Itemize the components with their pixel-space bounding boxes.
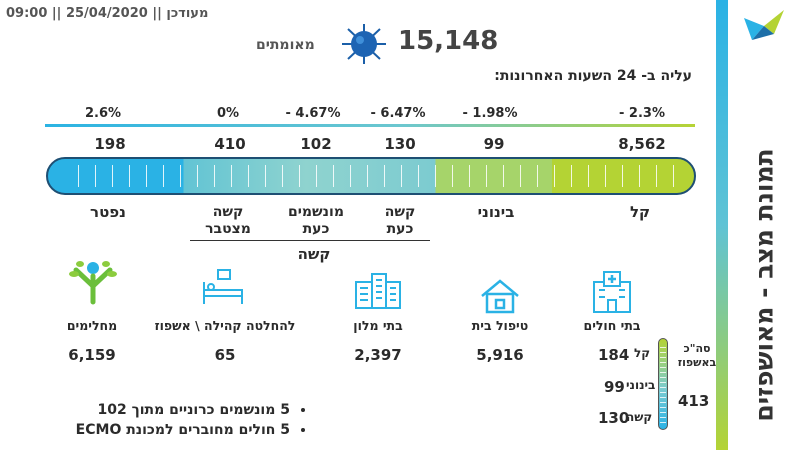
care-count: 6,159	[68, 346, 116, 364]
bed-icon	[203, 269, 243, 304]
level-label: בינוני	[626, 378, 656, 392]
status-count: 99	[483, 135, 505, 153]
side-band	[716, 0, 728, 450]
divider	[45, 124, 695, 127]
status-count: 102	[300, 135, 332, 153]
rise-label: עליה ב- 24 השעות האחרונות:	[494, 68, 692, 84]
level-count: 130	[598, 409, 630, 427]
group-line	[190, 240, 430, 241]
status-count: 410	[214, 135, 246, 153]
level-count: 184	[598, 346, 630, 364]
status-label: קשה מצטבר	[205, 204, 251, 237]
care-label: בתי מלון	[353, 318, 403, 333]
bar-ticks	[62, 165, 680, 187]
updated: מעודכן || 25/04/2020 || 09:00	[6, 6, 209, 21]
care-label: להחלטה קהילה \ אשפוז	[154, 318, 296, 333]
total-count: 413	[678, 392, 710, 410]
thermometer-ticks	[660, 343, 666, 425]
note: 5 מונשמים כרוניים מתוך 102	[20, 400, 290, 420]
status-change: - 2.3%	[619, 106, 665, 121]
level-label: קל	[634, 346, 651, 360]
recovered-icon	[69, 261, 117, 305]
care-label: מחלימים	[66, 318, 118, 333]
side-title: תמונת מצב - מאושפזים	[749, 148, 779, 422]
note: 5 חולים מחוברים למכונת ECMO	[20, 420, 290, 440]
hospital-icon	[593, 271, 631, 313]
thermometer	[658, 338, 668, 430]
care-count: 65	[214, 346, 236, 364]
virus-icon	[342, 24, 386, 64]
home-icon	[481, 279, 519, 314]
care-count: 5,916	[476, 346, 524, 364]
status-change: - 1.98%	[462, 106, 518, 121]
status-count: 130	[384, 135, 416, 153]
status-label: מונשמים כעת	[288, 204, 344, 237]
notes: 5 מונשמים כרוניים מתוך 102 5 חולים מחובר…	[20, 400, 310, 440]
status-label: קשה כעת	[384, 204, 416, 237]
hotel-icon	[355, 273, 401, 309]
care-count: 2,397	[354, 346, 402, 364]
care-label: בתי חולים	[583, 318, 641, 333]
level-count: 99	[604, 378, 625, 396]
status-change: 2.6%	[84, 106, 122, 121]
status-label: נפטר	[90, 203, 126, 221]
confirmed-count: 15,148	[398, 26, 499, 56]
status-count: 198	[94, 135, 126, 153]
status-bar	[46, 157, 696, 195]
care-label: טיפול בית	[471, 318, 529, 333]
status-count: 8,562	[618, 135, 666, 153]
confirmed-label: מאומתים	[256, 37, 315, 53]
status-change: - 6.47%	[370, 106, 426, 121]
severe-group: קשה	[297, 245, 331, 263]
status-label: בינוני	[477, 203, 515, 221]
status-change: - 4.67%	[285, 106, 341, 121]
total-label: סה"כ באשפוז	[677, 342, 717, 369]
level-label: קשה	[626, 410, 653, 424]
status-change: 0%	[216, 106, 240, 121]
status-label: קל	[629, 203, 651, 221]
logo	[744, 10, 784, 40]
